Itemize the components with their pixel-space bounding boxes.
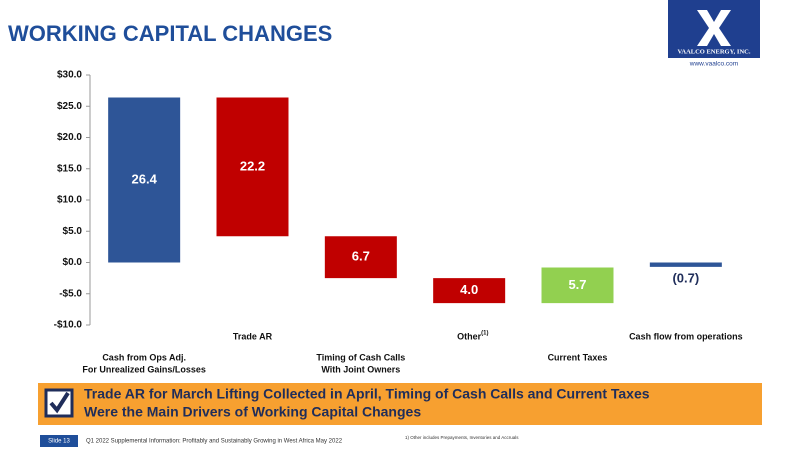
x-tick-label: Trade AR bbox=[233, 331, 273, 341]
y-tick-label: $25.0 bbox=[57, 101, 82, 112]
value-label: (0.7) bbox=[672, 270, 699, 285]
check-mark bbox=[49, 391, 70, 414]
footer-text: Q1 2022 Supplemental Information: Profit… bbox=[86, 439, 343, 445]
bar bbox=[216, 97, 289, 237]
value-label: 5.7 bbox=[568, 277, 586, 292]
x-tick-label: For Unrealized Gains/Losses bbox=[82, 364, 206, 374]
slide-number: Slide 13 bbox=[48, 439, 70, 445]
bar bbox=[541, 267, 614, 304]
banner-text: Trade AR for March Lifting Collected in … bbox=[84, 386, 650, 402]
logo-mark bbox=[697, 10, 731, 46]
value-label: 4.0 bbox=[460, 282, 478, 297]
y-tick-label: $20.0 bbox=[57, 132, 82, 143]
chart: -$10.0 -$5.0 $0.0 $5.0 $10.0 $15.0 $20.0 $25.0 $… bbox=[54, 70, 743, 375]
bar bbox=[324, 236, 397, 279]
y-tick-label: $0.0 bbox=[63, 257, 83, 268]
x-tick-label: Cash flow from operations bbox=[629, 331, 743, 341]
x-tick-label: Other bbox=[457, 331, 482, 341]
banner-text: Were the Main Drivers of Working Capital… bbox=[84, 404, 421, 420]
slide-number-box bbox=[40, 435, 78, 447]
bar bbox=[649, 262, 722, 267]
value-label: 26.4 bbox=[132, 171, 158, 186]
logo-text: VAALCO ENERGY, INC. bbox=[678, 48, 751, 55]
y-tick-label: $10.0 bbox=[57, 195, 82, 206]
x-tick-label: Current Taxes bbox=[548, 352, 608, 362]
y-tick-label: -$5.0 bbox=[59, 288, 82, 299]
y-tick-label: $15.0 bbox=[57, 163, 82, 174]
x-tick-label: Timing of Cash Calls bbox=[316, 352, 405, 362]
bar bbox=[108, 97, 181, 263]
x-tick-label: With Joint Owners bbox=[321, 364, 400, 374]
y-tick-label: $5.0 bbox=[63, 226, 83, 237]
y-tick-label: -$10.0 bbox=[54, 320, 83, 331]
x-tick-label: Cash from Ops Adj. bbox=[102, 352, 186, 362]
bar bbox=[433, 278, 506, 304]
y-tick-label: $30.0 bbox=[57, 70, 82, 81]
value-label: 6.7 bbox=[352, 249, 370, 264]
footnote-ref: (1) bbox=[481, 331, 488, 337]
value-label: 22.2 bbox=[240, 158, 265, 173]
website: www.vaalco.com bbox=[689, 61, 738, 68]
footnote: 1) Other includes Prepayments, Inventori… bbox=[405, 435, 519, 440]
banner bbox=[38, 383, 762, 425]
slide-title: WORKING CAPITAL CHANGES bbox=[8, 21, 332, 46]
